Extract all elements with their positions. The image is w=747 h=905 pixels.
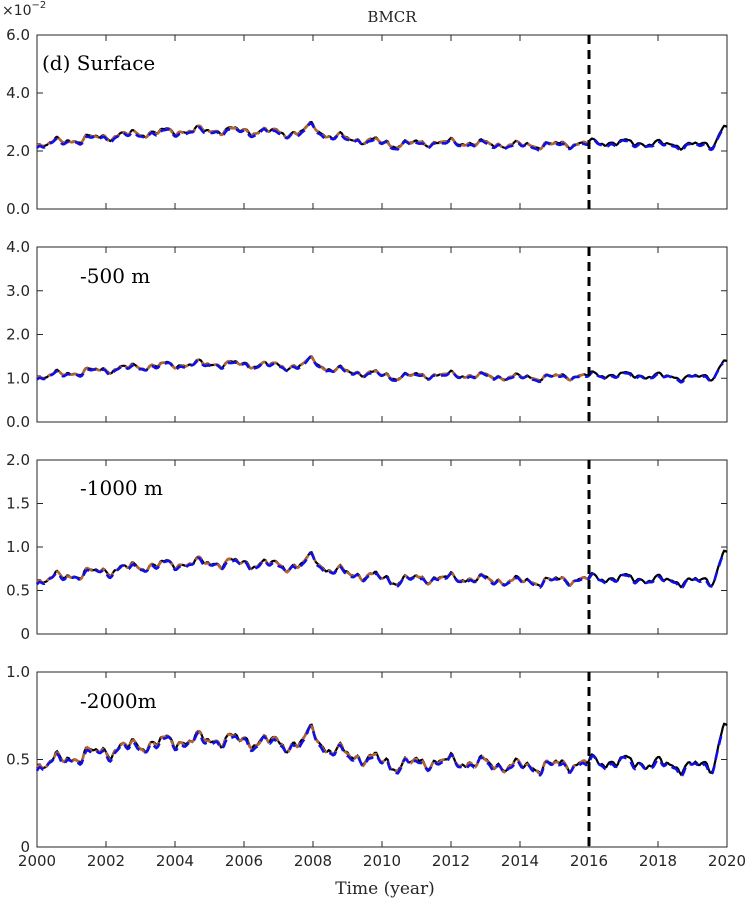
y-tick-label: 0 <box>20 838 30 856</box>
y-tick-label: 0 <box>20 625 30 643</box>
y-tick-label: 0.0 <box>6 200 30 218</box>
y-exponent-label: ×10−2 <box>2 0 46 19</box>
y-tick-label: 2.0 <box>6 142 30 160</box>
x-tick-label: 2008 <box>294 852 332 870</box>
y-tick-label: 1.5 <box>6 495 30 513</box>
y-tick-label: 1.0 <box>6 663 30 681</box>
x-tick-label: 2014 <box>501 852 539 870</box>
x-tick-label: 2002 <box>87 852 125 870</box>
y-tick-label: 2.0 <box>6 326 30 344</box>
y-tick-label: 4.0 <box>6 84 30 102</box>
y-tick-label: 0.5 <box>6 751 30 769</box>
y-tick-label: 3.0 <box>6 282 30 300</box>
y-tick-label: 2.0 <box>6 451 30 469</box>
series-predicted <box>36 356 724 384</box>
x-tick-label: 2016 <box>570 852 608 870</box>
x-tick-label: 2012 <box>432 852 470 870</box>
x-tick-label: 2020 <box>708 852 746 870</box>
panel-label: -2000m <box>80 689 157 713</box>
panel-2: 0.0 1.0 2.0 3.0 4.0 -500 m <box>6 238 728 431</box>
x-tick-label: 2006 <box>225 852 263 870</box>
series-predicted <box>35 724 724 779</box>
x-tick-label: 2000 <box>18 852 56 870</box>
series-predicted <box>36 121 724 153</box>
panel-1: 0.0 2.0 4.0 6.0 (d) Surface ×10−2 <box>2 0 728 218</box>
panel-label: (d) Surface <box>42 51 155 75</box>
x-tick-label: 2004 <box>156 852 194 870</box>
x-tick-label: 2018 <box>639 852 677 870</box>
chart-title: BMCR <box>367 8 417 26</box>
y-tick-label: 6.0 <box>6 26 30 44</box>
y-tick-label: 0.0 <box>6 413 30 431</box>
y-tick-label: 1.0 <box>6 369 30 387</box>
y-tick-label: 1.0 <box>6 538 30 556</box>
x-axis-label: Time (year) <box>335 879 435 899</box>
panel-label: -1000 m <box>80 476 163 500</box>
x-tick-label: 2010 <box>363 852 401 870</box>
panel-3: 0 0.5 1.0 1.5 2.0 -1000 m <box>6 451 728 643</box>
series-fit <box>35 724 590 776</box>
panel-label: -500 m <box>80 264 150 288</box>
y-tick-label: 0.5 <box>6 582 30 600</box>
panel-4: 0 0.5 1.0 -2000m 2000 2002 2004 2006 2008 2010 201… <box>6 663 746 870</box>
y-tick-label: 4.0 <box>6 238 30 256</box>
panels: 0.0 2.0 4.0 6.0 (d) Surface ×10−2 0.0 1.0 2.0 3.0… <box>2 0 746 870</box>
series-predicted <box>35 551 724 590</box>
